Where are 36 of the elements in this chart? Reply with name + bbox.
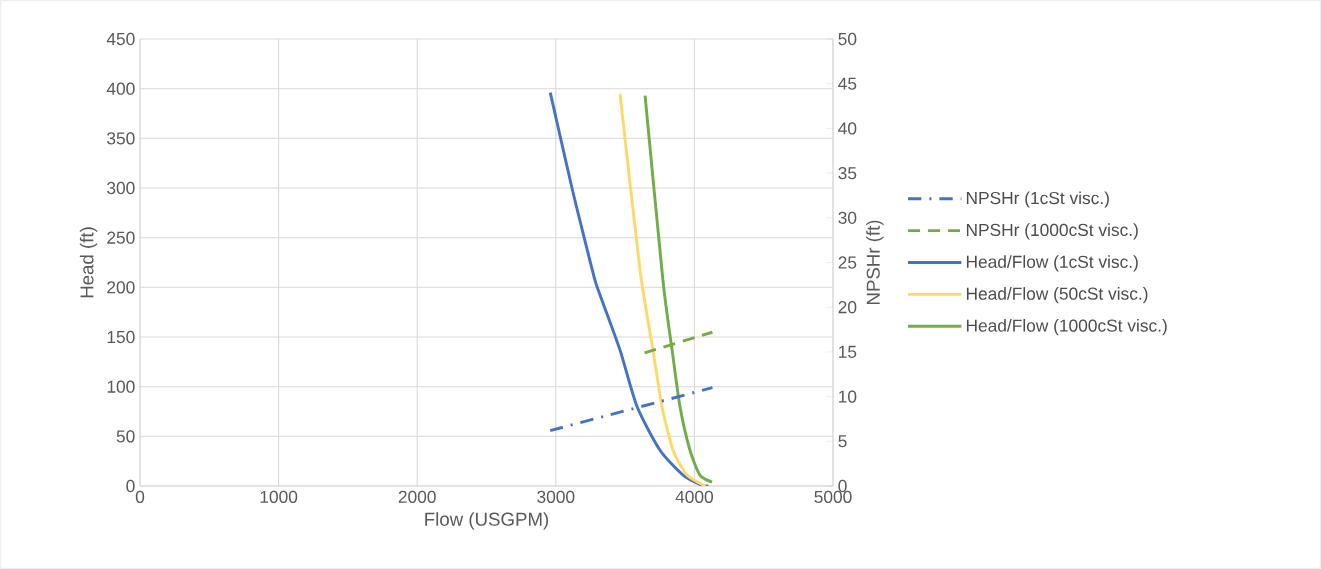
- line-series: [618, 92, 707, 486]
- x-tick-label: 0: [135, 490, 145, 503]
- y-tick-label: 100: [107, 380, 135, 393]
- legend-label: Head/Flow (1000cSt visc.): [966, 319, 1167, 336]
- x-tick-label: 2000: [398, 490, 436, 503]
- y-tick-label: 200: [107, 281, 135, 294]
- y2-tick-label: 40: [838, 122, 857, 135]
- y-tick-label: 150: [107, 330, 135, 344]
- y2-tick-label: 30: [838, 211, 857, 224]
- y-tick-label: 350: [107, 132, 135, 145]
- y-tick-label: 250: [107, 231, 135, 244]
- y2-tick-label: 15: [839, 345, 857, 358]
- y-axis-title: Head (ft): [79, 227, 98, 298]
- y-tick-label: 300: [107, 181, 135, 195]
- x-tick-label: 4000: [675, 490, 714, 503]
- legend-label: NPSHr (1cSt visc.): [966, 191, 1109, 208]
- x-tick-label: 1000: [260, 490, 298, 503]
- y2-tick-label: 50: [838, 32, 857, 46]
- y2-tick-label: 25: [838, 256, 857, 269]
- x-axis-title: Flow (USGPM): [425, 512, 549, 530]
- line-series: [548, 91, 710, 486]
- legend-label: Head/Flow (50cSt visc.): [966, 287, 1148, 304]
- y2-tick-label: 10: [839, 390, 857, 403]
- y2-tick-label: 5: [838, 435, 847, 448]
- legend-label: Head/Flow (1cSt visc.): [966, 255, 1138, 272]
- y-tick-label: 50: [116, 430, 135, 443]
- y2-tick-label: 35: [838, 166, 857, 180]
- y-tick-label: 0: [126, 479, 135, 493]
- x-tick-label: 3000: [537, 490, 575, 503]
- y2-axis-title: NPSHr (ft): [866, 220, 884, 305]
- legend-label: NPSHr (1000cSt visc.): [966, 223, 1138, 240]
- y-tick-label: 400: [106, 82, 135, 95]
- line-series: [643, 94, 714, 484]
- y2-tick-label: 20: [838, 301, 857, 314]
- y-tick-label: 450: [106, 32, 135, 46]
- y2-tick-label: 45: [838, 77, 857, 90]
